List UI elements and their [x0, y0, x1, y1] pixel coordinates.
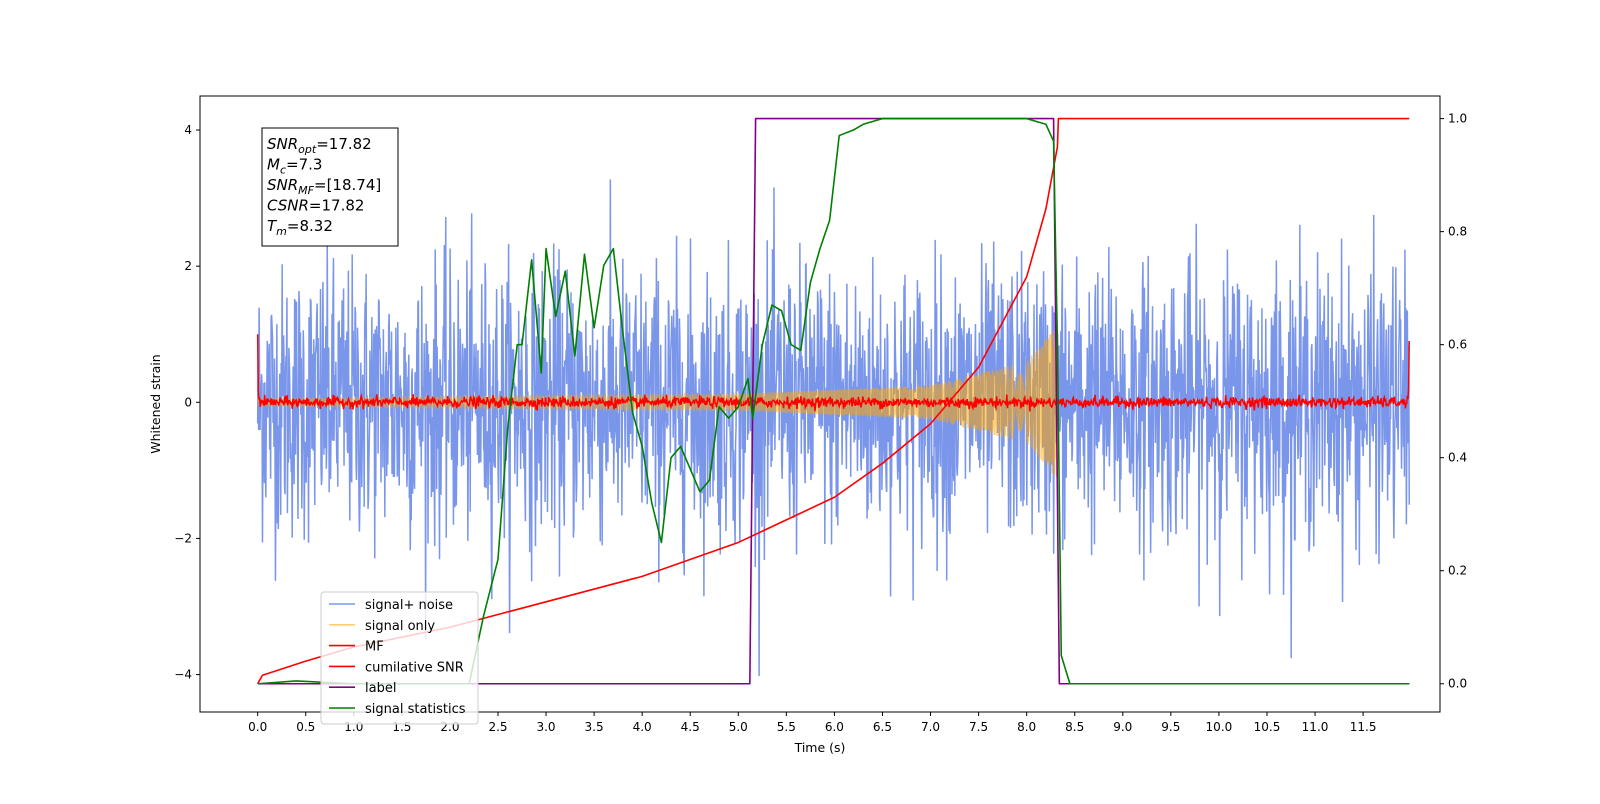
x-tick-label: 0.0 — [248, 720, 267, 734]
x-tick-label: 7.5 — [969, 720, 988, 734]
y-right-tick-label: 0.6 — [1448, 338, 1467, 352]
y-left-tick-label: 0 — [184, 395, 192, 409]
y-right-tick-label: 0.8 — [1448, 225, 1467, 239]
annotation-line: SNRopt=17.82 — [267, 135, 372, 156]
y-left-tick-label: −2 — [174, 531, 192, 545]
annotation-line: Tm=8.32 — [267, 217, 333, 238]
series-mf-line — [256, 334, 1410, 412]
x-tick-label: 8.0 — [1017, 720, 1036, 734]
legend-entry-label: signal+ noise — [365, 598, 453, 613]
x-tick-label: 3.5 — [585, 720, 604, 734]
y-left-tick-label: 4 — [184, 123, 192, 137]
x-tick-label: 0.5 — [296, 720, 315, 734]
x-tick-label: 4.0 — [633, 720, 652, 734]
y-right-tick-label: 0.2 — [1448, 564, 1467, 578]
legend: signal+ noise signal only MF cumilative SNR… — [320, 591, 479, 725]
x-tick-label: 10.0 — [1206, 720, 1233, 734]
x-tick-label: 5.0 — [729, 720, 748, 734]
annotation-line: Mc=7.3 — [267, 156, 322, 177]
x-tick-label: 5.5 — [777, 720, 796, 734]
y-left-tick-label: −4 — [174, 668, 192, 682]
legend-entry-label: signal only — [365, 619, 435, 634]
x-tick-label: 11.0 — [1302, 720, 1329, 734]
x-tick-label: 7.0 — [921, 720, 940, 734]
x-axis-label: Time (s) — [794, 740, 846, 755]
plot-frame — [199, 95, 1441, 713]
legend-entry-label: signal statistics — [365, 702, 466, 717]
y-axis-label: Whitened strain — [148, 354, 163, 453]
x-tick-label: 6.5 — [873, 720, 892, 734]
x-tick-label: 4.5 — [681, 720, 700, 734]
legend-entry-label: MF — [365, 640, 384, 655]
y-right-tick-label: 1.0 — [1448, 112, 1467, 126]
annotation-frame — [261, 127, 399, 247]
legend-entry-label: label — [365, 681, 396, 696]
legend-entry-label: cumilative SNR — [365, 660, 464, 675]
x-tick-label: 9.0 — [1113, 720, 1132, 734]
x-tick-label: 11.5 — [1350, 720, 1377, 734]
y-right-tick-label: 0.4 — [1448, 451, 1467, 465]
x-tick-label: 9.5 — [1161, 720, 1180, 734]
series-signal-statistics-line — [257, 117, 1410, 685]
annotation-line: SNRMF=[18.74] — [267, 176, 381, 197]
x-tick-label: 8.5 — [1065, 720, 1084, 734]
x-tick-label: 2.5 — [488, 720, 507, 734]
x-tick-label: 3.0 — [536, 720, 555, 734]
y-right-tick-label: 0.0 — [1448, 677, 1467, 691]
annotation-line: CSNR=17.82 — [267, 197, 364, 215]
x-tick-label: 6.0 — [825, 720, 844, 734]
annotation-box: SNRopt=17.82Mc=7.3SNRMF=[18.74]CSNR=17.8… — [261, 127, 399, 247]
legend-frame — [320, 591, 479, 725]
y-left-tick-label: 2 — [184, 259, 192, 273]
x-tick-label: 10.5 — [1254, 720, 1281, 734]
